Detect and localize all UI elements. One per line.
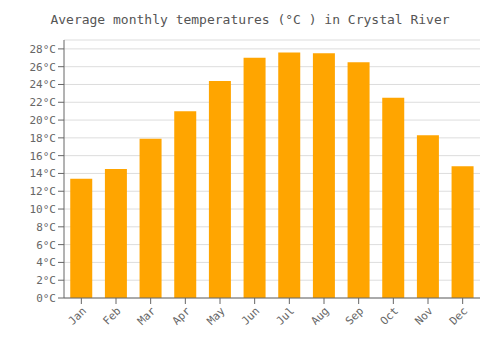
svg-text:Jan: Jan (66, 304, 89, 327)
svg-text:18°C: 18°C (30, 132, 57, 145)
svg-text:8°C: 8°C (36, 221, 56, 234)
html-text:Average monthly temperatures (: Average monthly temperatures (°C ) in Cr… (50, 12, 450, 27)
svg-text:16°C: 16°C (30, 150, 57, 163)
svg-text:26°C: 26°C (30, 61, 57, 74)
svg-text:Dec: Dec (447, 304, 470, 327)
svg-text:0°C: 0°C (36, 292, 56, 305)
svg-text:24°C: 24°C (30, 78, 57, 91)
svg-text:Jul: Jul (274, 304, 297, 327)
svg-text:2°C: 2°C (36, 274, 56, 287)
svg-text:Sep: Sep (343, 304, 366, 327)
svg-text:10°C: 10°C (30, 203, 57, 216)
svg-text:Nov: Nov (412, 304, 436, 328)
svg-text:6°C: 6°C (36, 239, 56, 252)
svg-text:4°C: 4°C (36, 256, 56, 269)
svg-text:Apr: Apr (170, 304, 194, 328)
svg-text:20°C: 20°C (30, 114, 57, 127)
svg-text:Aug: Aug (308, 304, 331, 327)
svg-text:Jun: Jun (239, 304, 262, 327)
svg-text:May: May (204, 304, 228, 328)
svg-text:Oct: Oct (378, 304, 401, 327)
svg-text:12°C: 12°C (30, 185, 57, 198)
svg-text:22°C: 22°C (30, 96, 57, 109)
svg-text:14°C: 14°C (30, 167, 57, 180)
svg-text:Feb: Feb (100, 304, 123, 327)
svg-text:28°C: 28°C (30, 43, 57, 56)
svg-text:Mar: Mar (135, 304, 159, 328)
